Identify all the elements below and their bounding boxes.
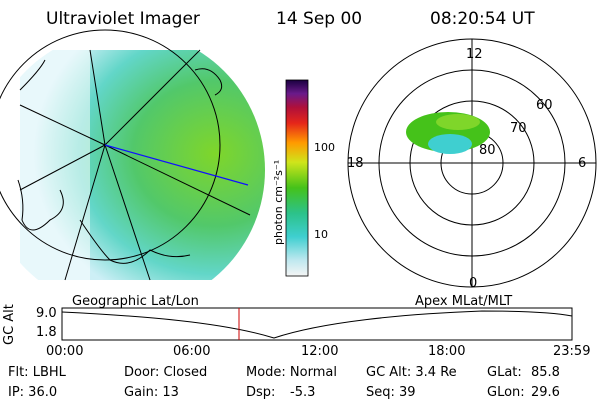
time-tick-1200: 12:00 (301, 344, 339, 359)
mlat-label-70: 70 (510, 121, 527, 136)
mlt-label-18: 18 (347, 156, 364, 171)
terminator-line (104, 144, 249, 186)
auroral-oval (406, 112, 490, 154)
time-tick-2359: 23:59 (553, 344, 591, 359)
mlt-label-0: 0 (469, 276, 478, 291)
dsp-value: -5.3 (290, 385, 316, 400)
time-tick-0600: 06:00 (173, 344, 211, 359)
gc-alt-status: GC Alt: 3.4 Re (366, 365, 457, 380)
time-label: 08:20:54 UT (430, 9, 535, 29)
color-bar (285, 79, 309, 277)
time-tick-0000: 00:00 (46, 344, 84, 359)
colorbar-tick-100: 100 (314, 141, 335, 154)
mlat-label-80: 80 (479, 143, 496, 158)
glon-value: 29.6 (531, 385, 560, 400)
apex-label: Apex MLat/MLT (415, 294, 513, 309)
door-status: Door: Closed (124, 365, 208, 380)
glat-value: 85.8 (531, 365, 560, 380)
filter-status: Flt: LBHL (8, 365, 66, 380)
ip-status: IP: 36.0 (8, 385, 58, 400)
altitude-ylabel: GC Alt (2, 304, 17, 345)
altitude-ytick-1-8: 1.8 (36, 325, 57, 340)
gain-status: Gain: 13 (124, 385, 179, 400)
time-tick-1800: 18:00 (428, 344, 466, 359)
lat-lon-grid (0, 29, 251, 281)
polar-mlt-plot (347, 38, 597, 288)
altitude-curve (61, 310, 573, 339)
polar-grid (347, 38, 597, 288)
mlat-label-60: 60 (536, 98, 553, 113)
colorbar-tick-10: 10 (314, 228, 328, 241)
geographic-image-panel (0, 29, 265, 281)
mode-status: Mode: Normal (246, 365, 337, 380)
altitude-ytick-9: 9.0 (36, 306, 57, 321)
altitude-plot (61, 307, 573, 341)
mlt-label-12: 12 (466, 47, 483, 62)
colorbar-unit-label: photon cm⁻²s⁻¹ (272, 159, 285, 245)
mlt-label-6: 6 (578, 156, 587, 171)
glon-label: GLon: (487, 385, 525, 400)
instrument-title: Ultraviolet Imager (46, 9, 200, 29)
seq-status: Seq: 39 (366, 385, 416, 400)
dsp-status: Dsp: (246, 385, 276, 400)
date-label: 14 Sep 00 (276, 9, 363, 29)
coastlines (17, 59, 223, 264)
geographic-label: Geographic Lat/Lon (72, 294, 199, 309)
glat-label: GLat: (487, 365, 522, 380)
